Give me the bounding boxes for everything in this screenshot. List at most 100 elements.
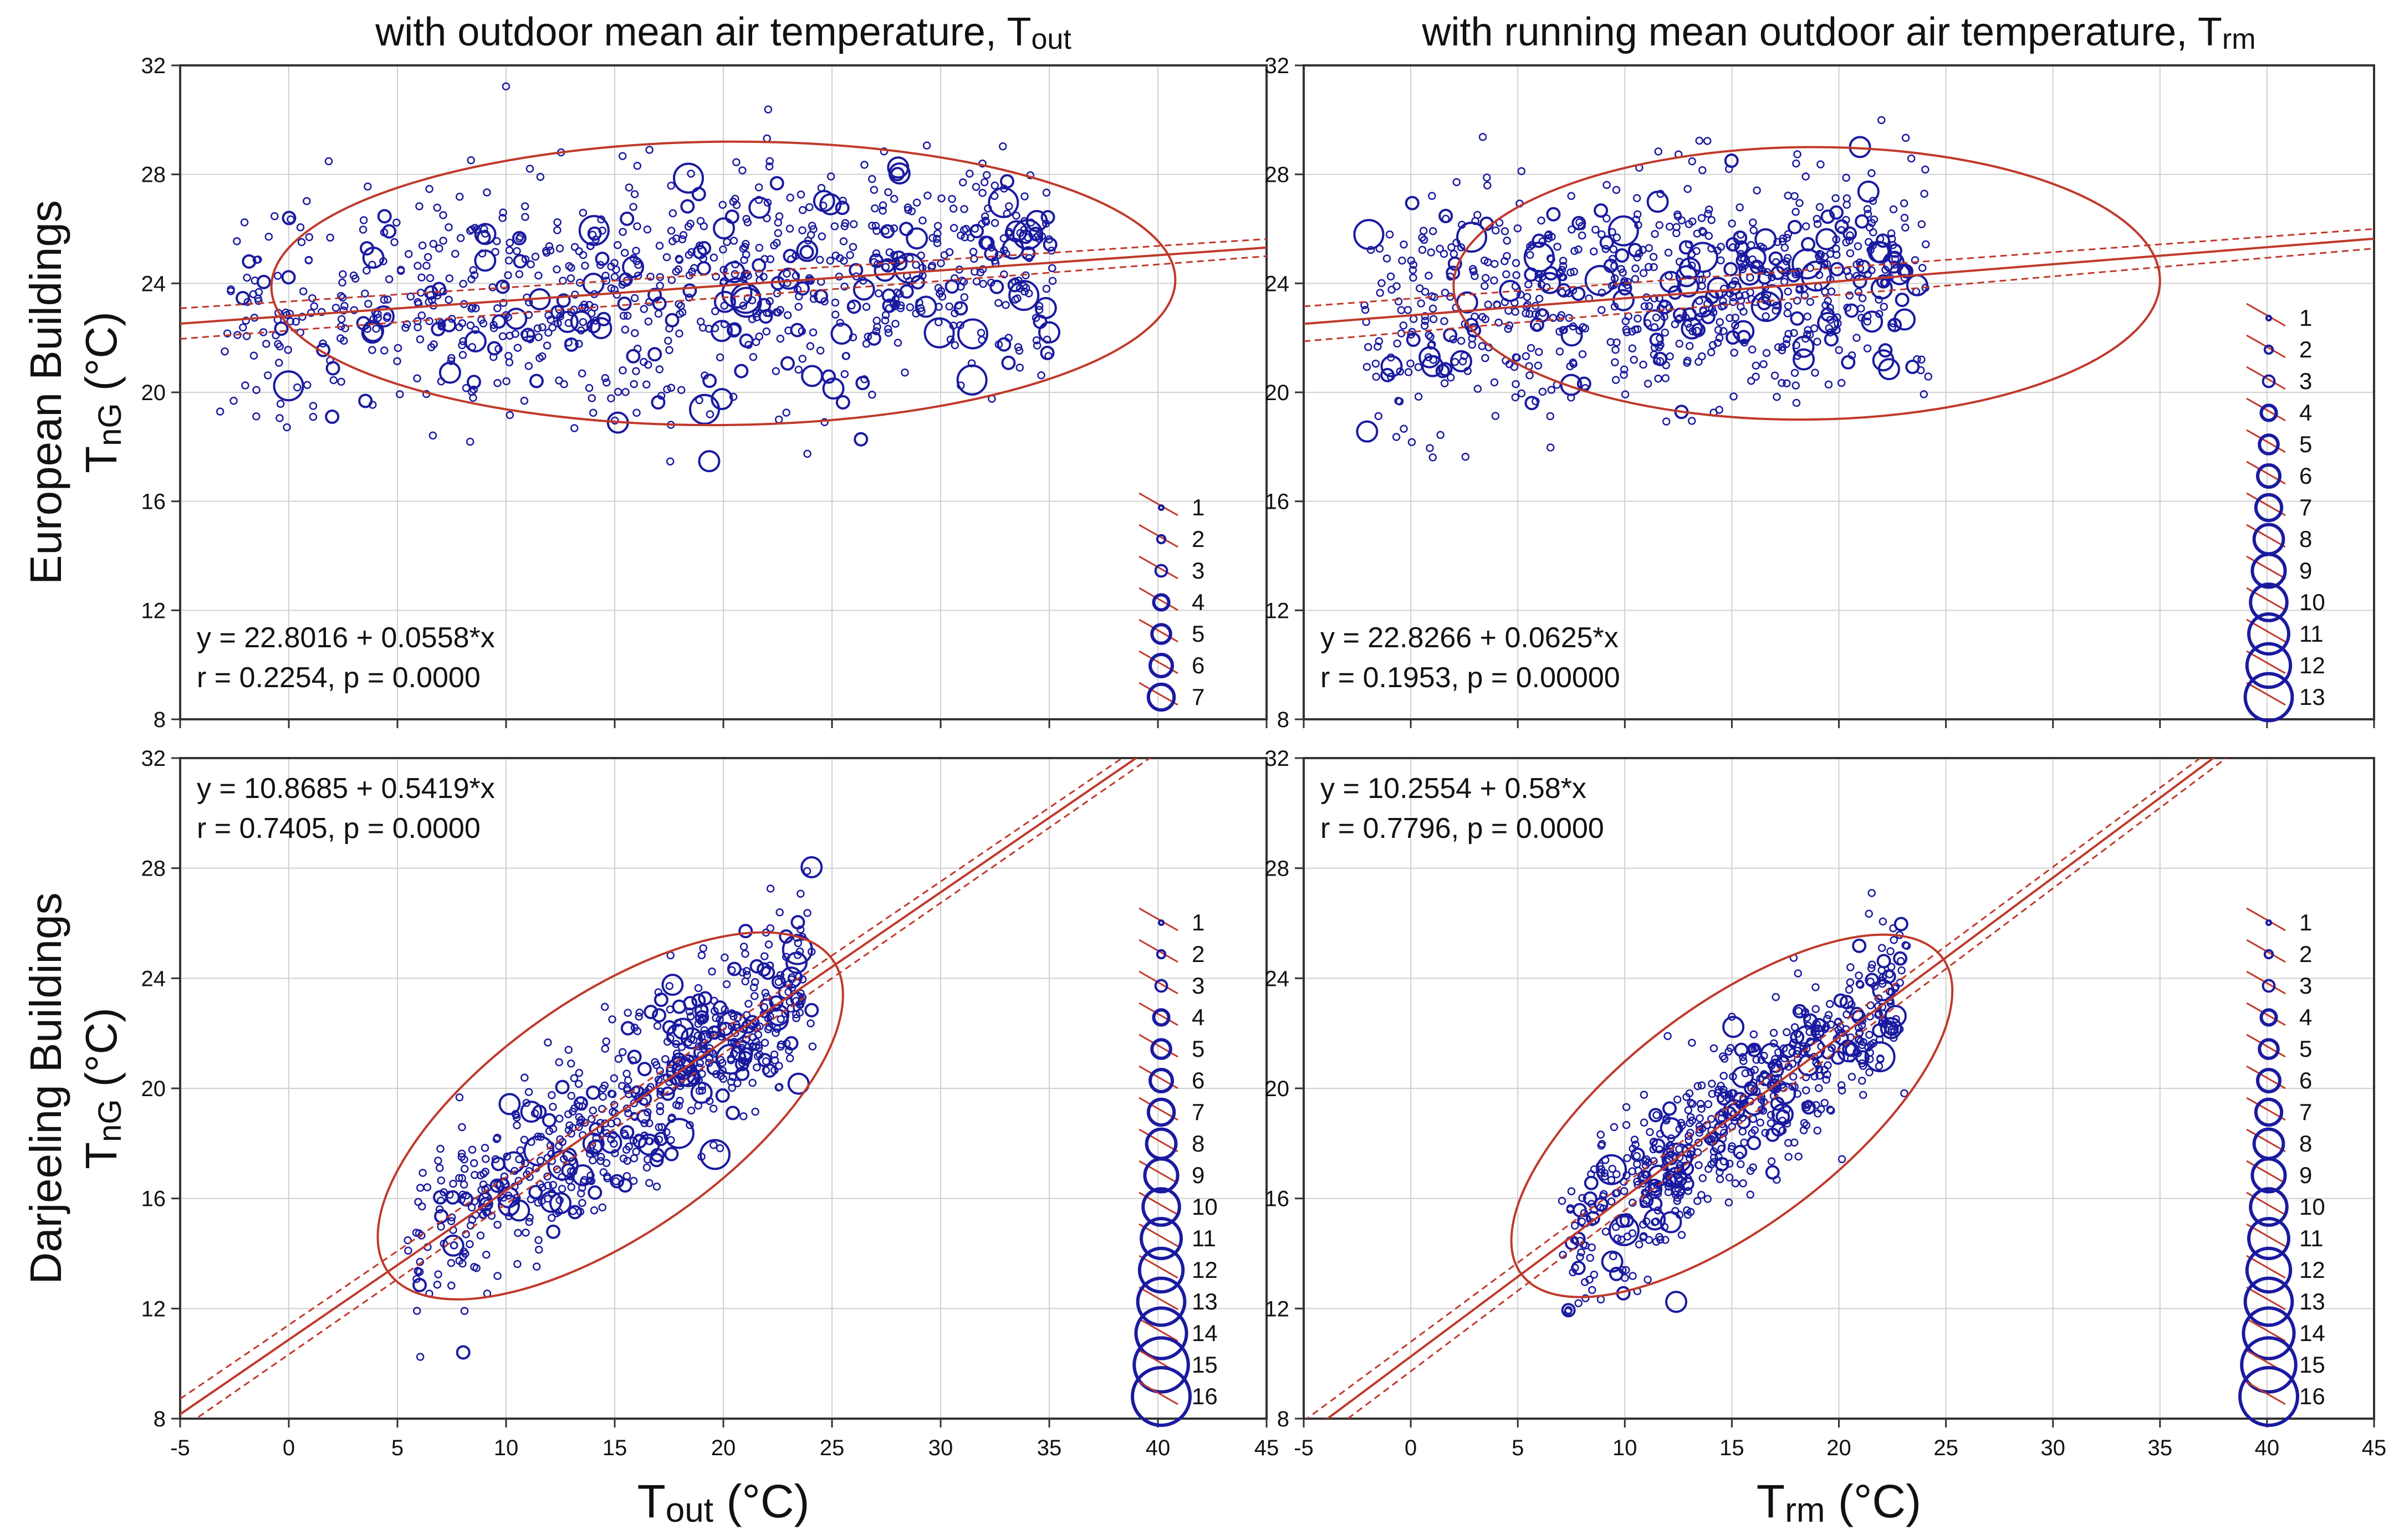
data-point [1704, 205, 1713, 214]
data-point [1609, 245, 1618, 254]
data-point [666, 1024, 689, 1046]
data-point [665, 982, 674, 990]
data-point [652, 1061, 661, 1070]
data-point [1864, 209, 1872, 218]
data-point [414, 1267, 422, 1276]
data-point [1539, 272, 1561, 294]
y-axis-label: Darjeeling Buildings [21, 892, 70, 1284]
data-point [590, 1206, 599, 1215]
data-point [229, 397, 238, 405]
data-point [620, 1125, 635, 1140]
data-point [478, 249, 487, 258]
data-point [840, 370, 849, 378]
data-point [1426, 444, 1434, 452]
data-point [632, 367, 640, 376]
data-point [364, 182, 372, 191]
data-point [928, 262, 936, 270]
data-point [1429, 315, 1438, 324]
data-point [1885, 970, 1894, 979]
data-point [359, 226, 367, 234]
data-point [1811, 1025, 1820, 1033]
data-point [1639, 1193, 1654, 1208]
y-tick-label: 28 [1265, 163, 1290, 187]
data-point [786, 193, 794, 202]
data-point [818, 232, 826, 241]
data-point [360, 241, 375, 256]
data-point [368, 346, 376, 354]
data-point [499, 208, 507, 217]
data-point [434, 1270, 442, 1278]
data-point [1601, 1227, 1610, 1236]
panel-title: with outdoor mean air temperature, Tout [375, 10, 1071, 55]
x-tick-label: 30 [928, 1436, 953, 1460]
data-point [1842, 194, 1851, 203]
data-point [1617, 281, 1632, 296]
data-point [1726, 314, 1734, 323]
data-point [1015, 346, 1024, 355]
data-point [1440, 317, 1448, 325]
data-point [1887, 988, 1896, 996]
data-point [270, 212, 279, 221]
legend-line [1139, 1286, 1178, 1311]
legend-label: 4 [2299, 400, 2312, 426]
data-point [471, 326, 479, 334]
data-point [1787, 219, 1802, 234]
data-point [456, 234, 465, 242]
legend-line [2246, 650, 2286, 674]
data-point [500, 1172, 509, 1181]
data-point [1708, 304, 1716, 313]
legend-label: 10 [2299, 589, 2325, 615]
data-point [396, 390, 404, 398]
data-point [1833, 1035, 1841, 1043]
data-point [546, 1141, 555, 1150]
y-tick-label: 8 [1277, 708, 1289, 732]
data-point [491, 1157, 506, 1171]
data-point [543, 341, 552, 350]
data-point [630, 254, 638, 263]
data-point [979, 280, 987, 288]
grid [180, 65, 1267, 719]
data-point [618, 280, 627, 289]
x-axis-label-subscript: out [666, 1491, 713, 1529]
legend-marker [1146, 682, 1176, 712]
data-point [775, 908, 784, 917]
data-point [1880, 303, 1888, 311]
data-point [233, 237, 241, 245]
data-point [447, 354, 456, 362]
data-point [1034, 296, 1057, 319]
data-point [780, 356, 795, 371]
data-point [1724, 1090, 1733, 1099]
data-point [710, 1141, 718, 1149]
data-point [1770, 371, 1779, 380]
data-point [1654, 147, 1663, 156]
data-point [1725, 1173, 1734, 1182]
data-point [742, 214, 751, 223]
data-point [1696, 1099, 1705, 1108]
data-point [1612, 1222, 1620, 1231]
data-point [1581, 1294, 1590, 1303]
data-point [1868, 960, 1876, 969]
data-point [1643, 1208, 1666, 1231]
data-point [1559, 257, 1568, 265]
data-point [1687, 242, 1718, 273]
data-point [565, 262, 573, 270]
data-point [1741, 261, 1749, 269]
data-point [1697, 1191, 1706, 1199]
data-point [1032, 336, 1041, 345]
data-point [841, 219, 850, 227]
data-point [1794, 1007, 1803, 1015]
data-point [1667, 1134, 1676, 1143]
data-point [1773, 238, 1782, 247]
data-point [1758, 267, 1767, 275]
data-point [675, 255, 684, 264]
data-point [1821, 1025, 1829, 1034]
data-point [1449, 335, 1458, 344]
data-point [697, 951, 706, 960]
data-point [1640, 1091, 1648, 1099]
data-point [727, 961, 742, 976]
data-point [461, 1250, 469, 1258]
data-point [997, 337, 1012, 352]
data-point [581, 262, 589, 270]
data-point [602, 1159, 611, 1168]
data-point [937, 259, 945, 268]
